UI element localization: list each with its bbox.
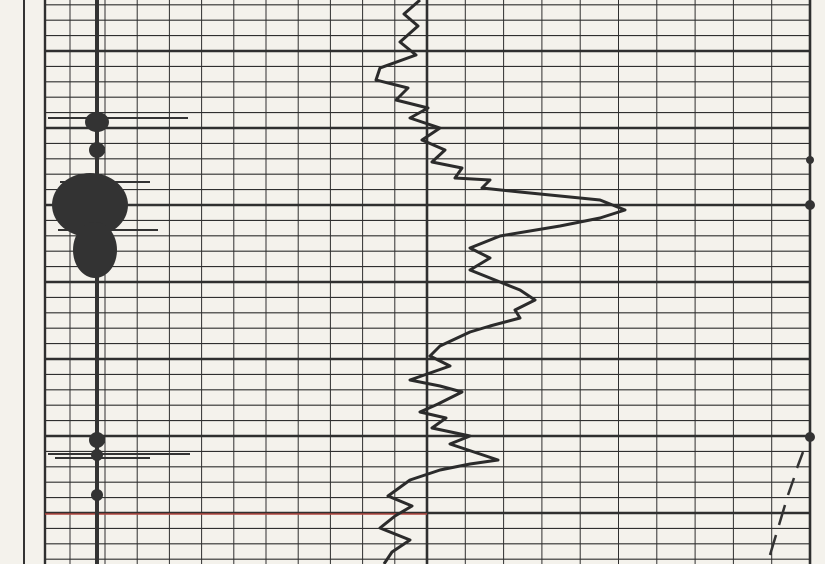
seismic-trace (48, 0, 190, 564)
edge-dot (805, 200, 815, 210)
trace-burst (89, 142, 105, 158)
edge-dot (806, 156, 814, 164)
trace-burst (85, 112, 109, 132)
dashed-curve (768, 451, 805, 556)
trace-burst (73, 222, 117, 278)
log-curve (374, 0, 627, 564)
edge-dot (805, 432, 815, 442)
trace-burst (91, 489, 103, 501)
trace-burst (89, 432, 105, 448)
